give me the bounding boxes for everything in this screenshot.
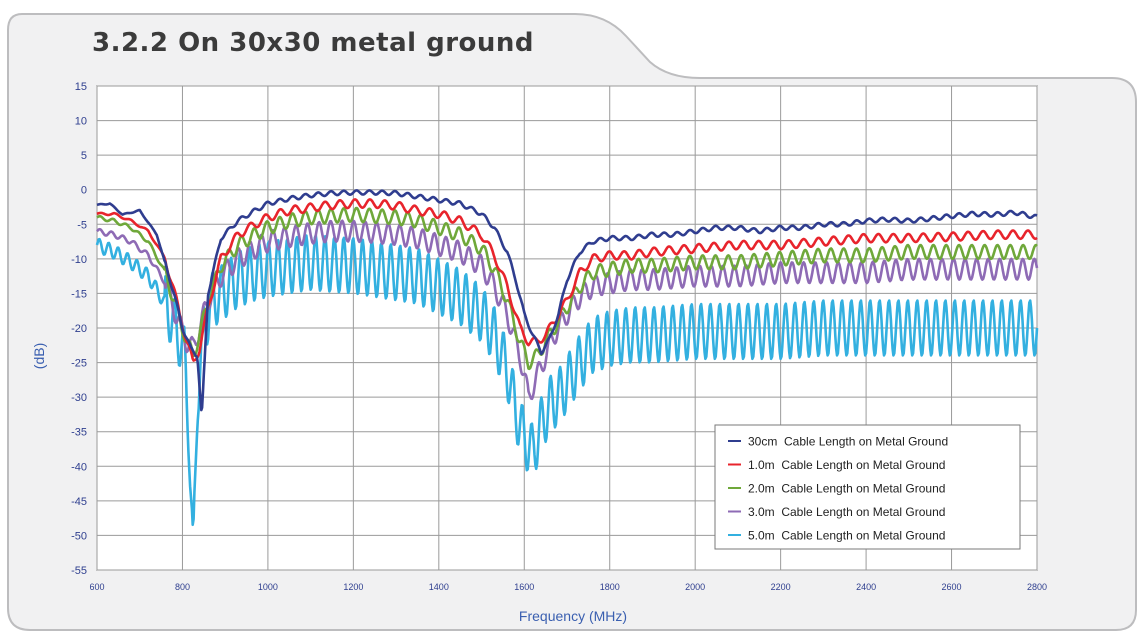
y-tick-label: 15 xyxy=(75,81,87,93)
legend-label: 1.0m Cable Length on Metal Ground xyxy=(748,458,945,472)
legend-box xyxy=(714,424,1021,550)
legend-label: 2.0m Cable Length on Metal Ground xyxy=(748,482,945,496)
y-tick-label: -35 xyxy=(71,427,87,439)
x-tick-label: 2200 xyxy=(771,582,791,592)
y-axis-label: (dB) xyxy=(31,343,47,369)
y-tick-labels: 15 10 5 0 -5 -10 -15 -20 -25 -30 -35 -40 -45 -50 -55 xyxy=(71,81,87,577)
y-tick-label: 10 xyxy=(75,116,87,128)
y-tick-label: -25 xyxy=(71,358,87,370)
section-title: 3.2.2 On 30x30 metal ground xyxy=(92,28,535,58)
y-tick-label: 0 xyxy=(81,185,87,197)
y-tick-label: -30 xyxy=(71,392,87,404)
series-line-4 xyxy=(95,234,1039,527)
series-line-0 xyxy=(96,189,1038,412)
x-tick-label: 800 xyxy=(175,582,190,592)
y-tick-label: -20 xyxy=(71,323,87,335)
legend-label: 5.0m Cable Length on Metal Ground xyxy=(748,529,945,543)
x-tick-label: 1800 xyxy=(600,582,620,592)
x-tick-label: 600 xyxy=(89,582,104,592)
series-lines xyxy=(95,189,1039,527)
legend-label: 30cm Cable Length on Metal Ground xyxy=(748,435,948,449)
y-tick-label: -40 xyxy=(71,461,87,473)
y-tick-label: -45 xyxy=(71,496,87,508)
x-tick-label: 1400 xyxy=(429,582,449,592)
y-tick-label: -50 xyxy=(71,530,87,542)
x-tick-labels: 600 800 1000 1200 1400 1600 1800 2000 2200 2400 26… xyxy=(89,582,1047,592)
series-line-3 xyxy=(96,219,1039,401)
y-tick-label: 5 xyxy=(81,150,87,162)
chart-legend: 30cm Cable Length on Metal Ground 1.0m Ca… xyxy=(714,424,1021,550)
x-tick-label: 2800 xyxy=(1027,582,1047,592)
y-tick-label: -55 xyxy=(71,565,87,577)
series-line-2 xyxy=(96,206,1038,371)
x-tick-label: 2400 xyxy=(856,582,876,592)
x-tick-label: 2000 xyxy=(685,582,705,592)
y-tick-label: -10 xyxy=(71,254,87,266)
x-tick-label: 2600 xyxy=(942,582,962,592)
y-tick-label: -5 xyxy=(77,219,87,231)
x-axis-label: Frequency (MHz) xyxy=(519,608,627,624)
series-line-1 xyxy=(96,198,1038,362)
x-tick-label: 1200 xyxy=(343,582,363,592)
x-tick-label: 1000 xyxy=(258,582,278,592)
x-tick-label: 1600 xyxy=(514,582,534,592)
y-tick-label: -15 xyxy=(71,288,87,300)
legend-label: 3.0m Cable Length on Metal Ground xyxy=(748,505,945,519)
